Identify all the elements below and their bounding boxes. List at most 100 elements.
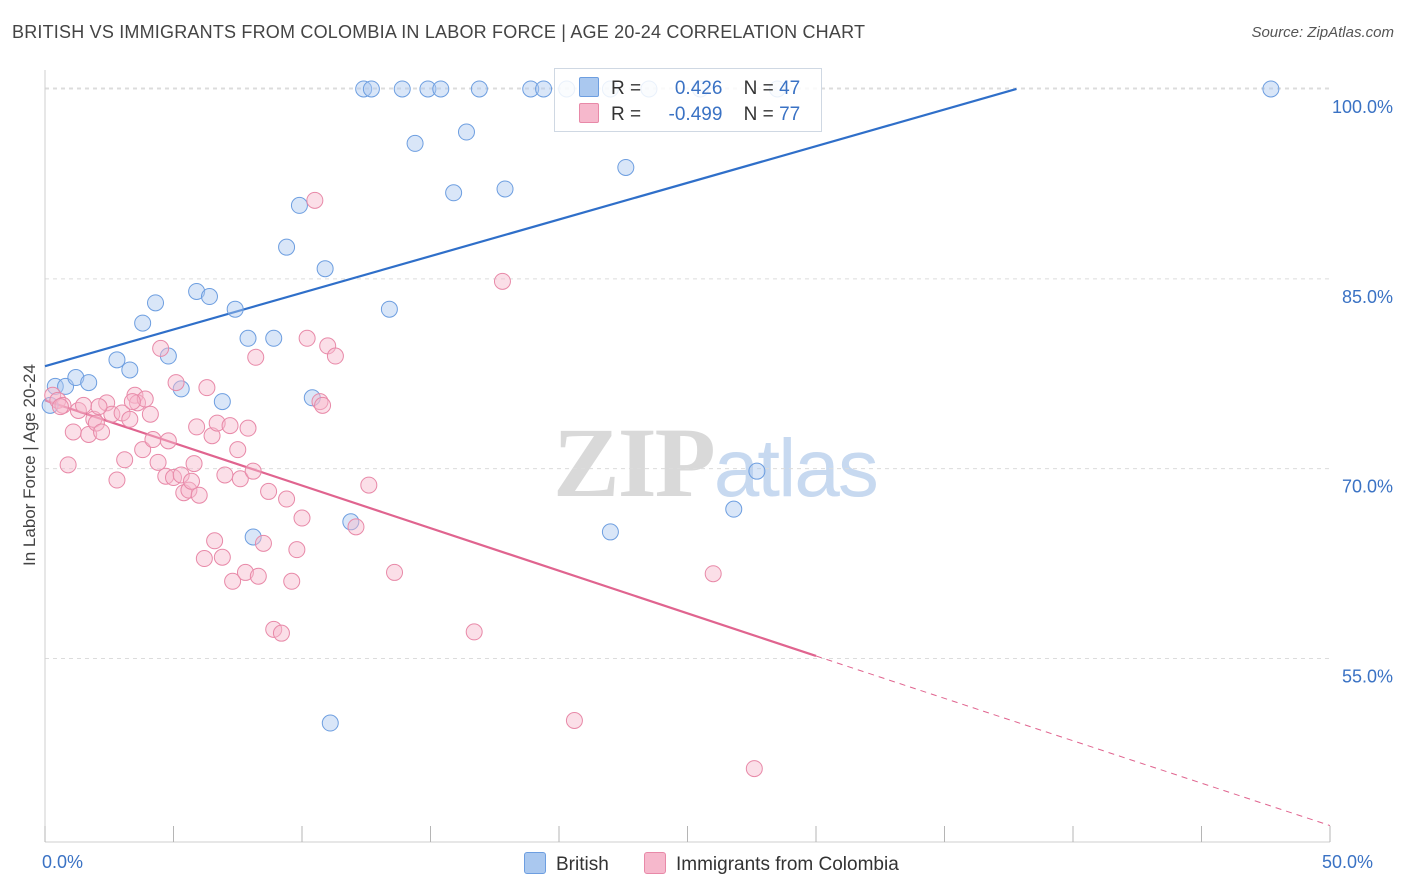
- colombia-point: [326, 347, 344, 365]
- colombia-point: [254, 534, 272, 552]
- colombia-point: [244, 462, 262, 480]
- colombia-point: [293, 509, 311, 527]
- british-point: [188, 282, 206, 300]
- british-point: [535, 80, 553, 98]
- colombia-trend-line: [44, 399, 817, 658]
- colombia-point: [121, 410, 139, 428]
- british-point: [393, 80, 411, 98]
- british-point: [316, 260, 334, 278]
- colombia-point: [98, 394, 116, 412]
- colombia-r-label: R =: [611, 104, 642, 125]
- british-r-label: R =: [611, 78, 642, 99]
- british-point: [380, 300, 398, 318]
- british-point: [1262, 80, 1280, 98]
- colombia-r-value: -0.499: [668, 104, 723, 125]
- british-point: [108, 351, 126, 369]
- british-point: [67, 369, 85, 387]
- colombia-point: [272, 624, 290, 642]
- british-point: [496, 180, 514, 198]
- colombia-point: [108, 471, 126, 489]
- british-point: [470, 80, 488, 98]
- british-point: [321, 714, 339, 732]
- colombia-point: [208, 414, 226, 432]
- british-point: [419, 80, 437, 98]
- colombia-point: [247, 348, 265, 366]
- colombia-point: [134, 441, 152, 459]
- colombia-legend-label: Immigrants from Colombia: [676, 854, 899, 875]
- colombia-point: [249, 567, 267, 585]
- colombia-point: [465, 623, 483, 641]
- colombia-point: [298, 329, 316, 347]
- colombia-point: [144, 431, 162, 449]
- british-swatch: [579, 77, 599, 97]
- colombia-n-label: N =: [743, 104, 774, 125]
- british-point: [239, 329, 257, 347]
- colombia-point: [182, 472, 200, 490]
- british-point: [134, 314, 152, 332]
- watermark: ZIPatlas: [553, 405, 879, 520]
- colombia-point: [59, 456, 77, 474]
- british-point: [617, 158, 635, 176]
- trend-lines: [44, 87, 1331, 827]
- colombia-point: [229, 441, 247, 459]
- colombia-point: [123, 393, 141, 411]
- y-tick-labels: 55.0% 70.0% 85.0% 100.0%: [1332, 97, 1393, 687]
- colombia-point: [278, 490, 296, 508]
- colombia-point: [360, 476, 378, 494]
- british-point: [748, 462, 766, 480]
- legend-item-colombia: Immigrants from Colombia: [644, 852, 899, 876]
- colombia-legend-swatch: [644, 852, 666, 874]
- british-point: [432, 80, 450, 98]
- colombia-point: [195, 550, 213, 568]
- stats-legend: R = 0.426 N = 47 R = -0.499 N = 77: [554, 68, 822, 132]
- colombia-point: [167, 374, 185, 392]
- british-point: [725, 500, 743, 518]
- stats-legend-row-colombia: R = -0.499 N = 77: [579, 103, 800, 126]
- british-point: [406, 134, 424, 152]
- british-legend-label: British: [556, 854, 609, 875]
- british-point: [226, 300, 244, 318]
- british-n-value: 47: [779, 78, 801, 99]
- colombia-point: [188, 418, 206, 436]
- colombia-swatch: [579, 103, 599, 123]
- colombia-point: [265, 620, 283, 638]
- british-point: [457, 123, 475, 141]
- british-point: [147, 294, 165, 312]
- british-point: [278, 238, 296, 256]
- y-tick-label: 70.0%: [1342, 477, 1393, 497]
- british-trend-line: [44, 87, 1017, 368]
- british-n-label: N =: [743, 78, 774, 99]
- colombia-point: [75, 396, 93, 414]
- british-point: [121, 361, 139, 379]
- chart-title: BRITISH VS IMMIGRANTS FROM COLOMBIA IN L…: [12, 22, 866, 42]
- watermark-zip: ZIP: [553, 407, 716, 518]
- series-british-points: [41, 80, 1280, 732]
- colombia-point: [172, 466, 190, 484]
- british-point: [80, 374, 98, 392]
- colombia-point: [51, 398, 69, 416]
- y-tick-label: 55.0%: [1342, 666, 1393, 686]
- british-legend-swatch: [524, 852, 546, 874]
- colombia-n-value: 77: [779, 104, 801, 125]
- british-point: [522, 80, 540, 98]
- y-tick-label: 100.0%: [1332, 97, 1393, 117]
- y-tick-label: 85.0%: [1342, 287, 1393, 307]
- colombia-point: [306, 191, 324, 209]
- colombia-point: [288, 541, 306, 559]
- british-point: [244, 528, 262, 546]
- colombia-point: [149, 453, 167, 471]
- colombia-point: [159, 432, 177, 450]
- british-point: [213, 393, 231, 411]
- british-point: [445, 184, 463, 202]
- colombia-point: [231, 470, 249, 488]
- source-credit: Source: ZipAtlas.com: [1251, 24, 1394, 41]
- colombia-point: [239, 419, 257, 437]
- colombia-point: [90, 398, 108, 416]
- colombia-point: [314, 396, 332, 414]
- colombia-point: [213, 548, 231, 566]
- colombia-point: [236, 563, 254, 581]
- british-point: [342, 513, 360, 531]
- series-colombia-points: [44, 191, 763, 778]
- colombia-point: [745, 760, 763, 778]
